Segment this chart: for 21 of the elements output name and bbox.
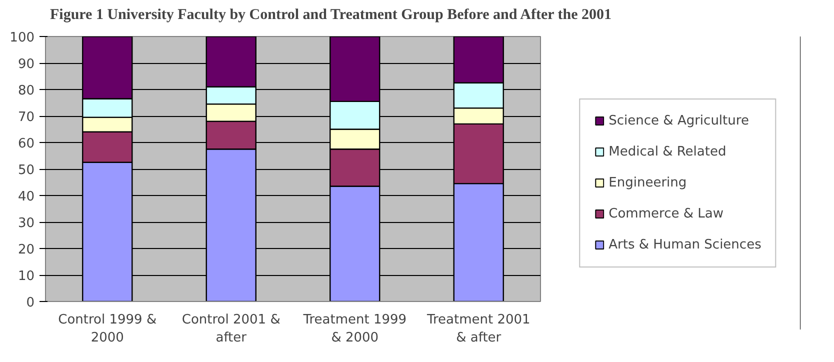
- legend-label: Arts & Human Sciences: [608, 237, 762, 252]
- y-tick-label: 60: [18, 136, 35, 152]
- x-tick-label: Control 2001 & after: [182, 312, 280, 346]
- y-tick-label: 20: [18, 242, 35, 258]
- y-tick-label: 70: [18, 110, 35, 126]
- y-tick-label: 80: [18, 84, 35, 99]
- y-tick-label: 30: [18, 216, 35, 232]
- y-tick-label: 0: [26, 296, 35, 311]
- legend-label: Science & Agriculture: [608, 113, 749, 128]
- x-tick-label: Control 1999 & 2000: [58, 312, 157, 346]
- y-tick-label: 40: [18, 190, 35, 205]
- legend-label: Medical & Related: [608, 144, 726, 160]
- y-tick-label: 10: [18, 269, 35, 284]
- y-tick-label: 100: [10, 30, 35, 46]
- y-tick-label: 90: [18, 57, 35, 72]
- y-tick-label: 50: [18, 163, 35, 178]
- legend-label: Commerce & Law: [608, 206, 724, 222]
- x-tick-label: Treatment 2001 & after: [426, 312, 530, 346]
- x-tick-label: Treatment 1999 & 2000: [302, 312, 407, 346]
- legend-label: Engineering: [608, 175, 687, 190]
- chart-title: Figure 1 University Faculty by Control and Treatment Group Before and After the 2001: [50, 6, 612, 25]
